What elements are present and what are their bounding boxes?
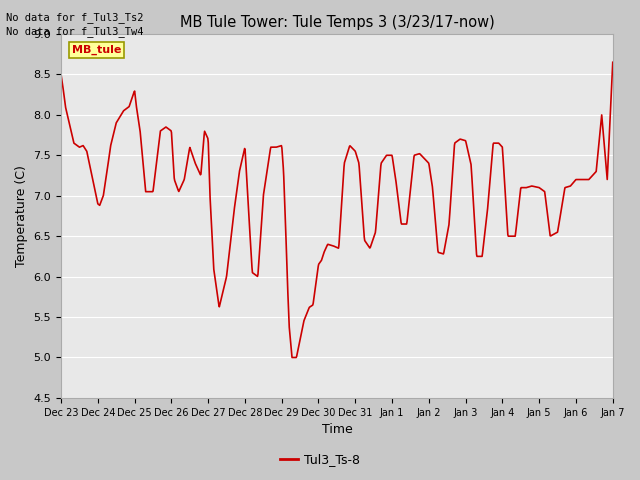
Text: MB_tule: MB_tule — [72, 45, 122, 55]
Title: MB Tule Tower: Tule Temps 3 (3/23/17-now): MB Tule Tower: Tule Temps 3 (3/23/17-now… — [179, 15, 494, 30]
X-axis label: Time: Time — [321, 423, 352, 436]
Text: No data for f_Tul3_Tw4: No data for f_Tul3_Tw4 — [6, 26, 144, 37]
Legend: Tul3_Ts-8: Tul3_Ts-8 — [275, 448, 365, 471]
Y-axis label: Temperature (C): Temperature (C) — [15, 165, 28, 267]
Text: No data for f_Tul3_Ts2: No data for f_Tul3_Ts2 — [6, 12, 144, 23]
